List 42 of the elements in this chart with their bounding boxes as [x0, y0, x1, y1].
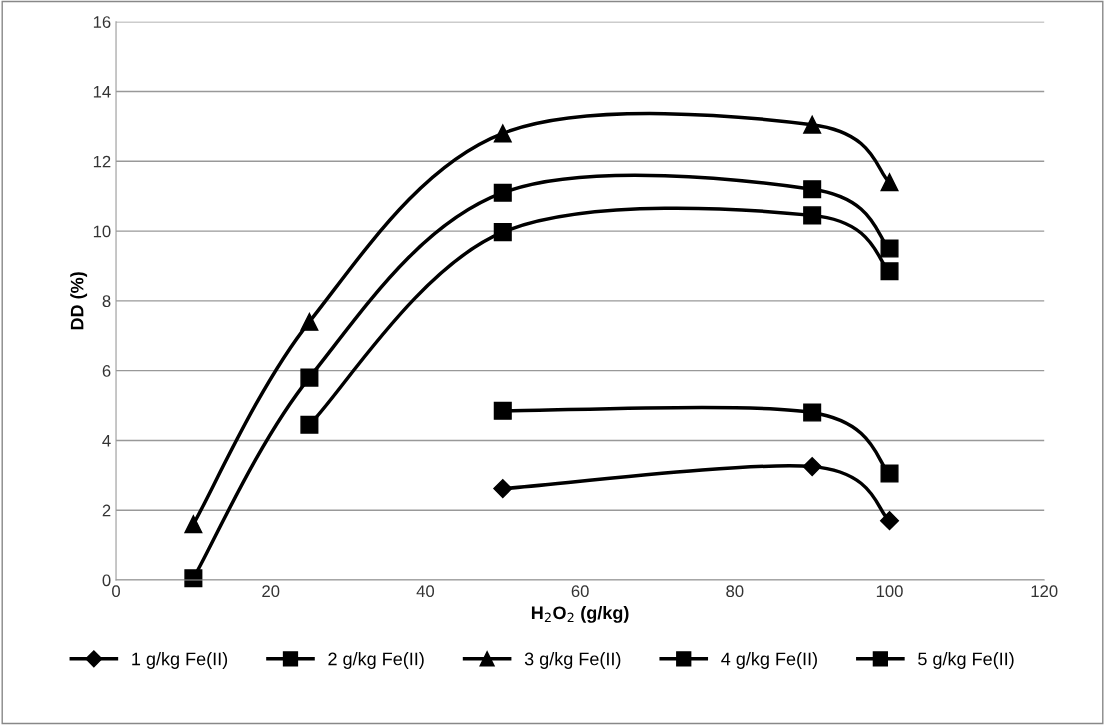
point [880, 464, 899, 483]
x-tick-label: 0 [112, 585, 121, 598]
legend-label: 3 g/kg Fe(II) [524, 652, 621, 669]
point [879, 511, 900, 531]
x-tick-label: 80 [726, 585, 744, 598]
point [184, 515, 203, 534]
x-tick-label: 120 [1031, 585, 1058, 598]
y-tick-label: 10 [93, 225, 111, 238]
point [880, 239, 899, 258]
y-tick-label: 2 [102, 504, 111, 517]
point [300, 368, 319, 387]
point [802, 457, 822, 477]
y-tick-label: 8 [102, 295, 111, 308]
y-tick-label: 4 [102, 435, 111, 447]
point [803, 206, 822, 225]
point [300, 415, 319, 434]
x-tick-label: 40 [416, 585, 435, 598]
point [880, 173, 899, 192]
x-axis-title: H$_{2}$O$_{2}$ (g/kg) [531, 605, 629, 623]
point [493, 183, 512, 202]
y-tick-label: 12 [93, 155, 111, 168]
point [493, 479, 513, 499]
y-tick-label: 16 [93, 16, 111, 28]
point [803, 180, 822, 199]
legend-label: 4 g/kg Fe(II) [721, 652, 817, 669]
legend-label: 5 g/kg Fe(II) [918, 652, 1014, 669]
point [493, 223, 512, 242]
point [493, 124, 512, 143]
x-tick-label: 60 [571, 585, 589, 598]
point [880, 262, 899, 281]
point [803, 115, 822, 134]
y-tick-label: 6 [102, 365, 111, 377]
y-tick-label: 0 [102, 574, 111, 587]
point [300, 312, 319, 331]
point [493, 401, 512, 420]
legend-label: 1 g/kg Fe(II) [132, 652, 228, 669]
y-tick-label: 14 [93, 86, 111, 98]
legend-label: 2 g/kg Fe(II) [328, 652, 424, 669]
y-axis-title: DD (%) [70, 272, 88, 330]
x-tick-label: 20 [262, 585, 280, 598]
x-tick-label: 100 [876, 585, 903, 598]
point [803, 403, 822, 422]
